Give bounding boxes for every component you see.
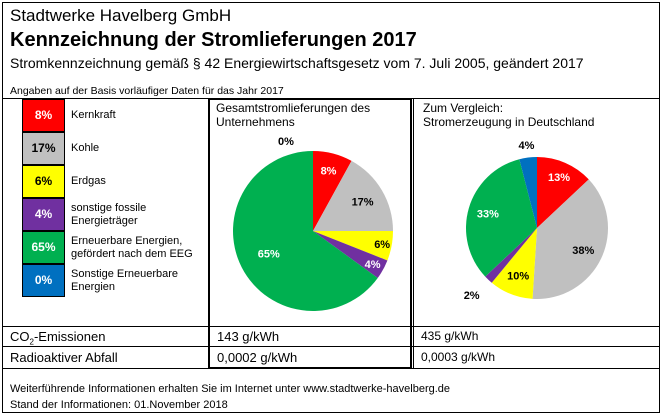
pie-data-label: 38% (572, 245, 594, 257)
title-line: Stromerzeugung in Deutschland (423, 115, 595, 129)
legend-label-sonstige-erneuerbare: Sonstige Erneuerbare Energien (71, 268, 178, 294)
germany-pie-chart: 13% 38% 10% 2% 33% 4% (464, 140, 608, 302)
pie-slice-erneuerbare-energien-gef-rdert-nach-dem-eeg (233, 151, 378, 311)
pie-slice-kohle (532, 179, 608, 299)
pie-data-label: 6% (374, 239, 390, 251)
footer-date: Stand der Informationen: 01.November 201… (10, 399, 228, 411)
waste-company-value: 0,0002 g/kWh (217, 350, 298, 365)
company-column-box (208, 98, 412, 369)
legend-label-line: Sonstige Erneuerbare (71, 268, 179, 280)
title-line: Zum Vergleich: (423, 101, 504, 115)
legend-swatch-kohle: 17% (22, 132, 65, 165)
co2-subscript: 2 (29, 337, 34, 347)
legend-label-erdgas: Erdgas (71, 175, 106, 187)
pie-data-label: 8% (321, 166, 337, 178)
pie-slice-sonstige-fossile-energietr-ger (485, 228, 537, 283)
page-title: Kennzeichnung der Stromlieferungen 2017 (10, 29, 417, 51)
divider-row-co2 (2, 326, 659, 327)
legend-swatch-sonstige-fossile: 4% (22, 198, 65, 231)
pie-slice-sonstige-fossile-energietr-ger (313, 231, 388, 279)
co2-label: CO2-Emissionen (10, 329, 105, 347)
pie-data-label: 33% (477, 209, 499, 221)
pie-data-label: 13% (548, 172, 570, 184)
pie-data-label: 2% (464, 290, 480, 302)
pie-slice-erdgas (313, 231, 393, 261)
legend-label-kernkraft: Kernkraft (71, 109, 116, 121)
pie-slice-sonstige-erneuerbare-energien (519, 157, 537, 228)
legend-label-line: Energien (71, 281, 116, 293)
pie-data-label: 10% (507, 271, 529, 283)
pie-slice-kernkraft (313, 151, 352, 231)
label-frame (2, 2, 660, 413)
legal-subtitle: Stromkennzeichnung gemäß § 42 Energiewir… (10, 55, 584, 71)
pie-data-label: 4% (365, 259, 381, 271)
legend-swatch-kernkraft: 8% (22, 99, 65, 132)
legend-swatch-erdgas: 6% (22, 165, 65, 198)
pie-data-label: 65% (258, 249, 280, 261)
pie-slice-kernkraft (537, 157, 589, 228)
germany-chart-title: Zum Vergleich: Stromerzeugung in Deutsch… (423, 101, 594, 129)
co2-prefix: CO (10, 329, 30, 344)
legend-label-line: Erneuerbare Energien, (71, 235, 183, 247)
legend-label-line: Energieträger (71, 215, 138, 227)
legend-swatch-eeg: 65% (22, 231, 65, 264)
company-pie-chart: 8% 17% 6% 4% 65% 0% (233, 136, 393, 311)
title-line: Unternehmens (216, 115, 295, 129)
pie-slice-erdgas (491, 228, 537, 299)
data-basis-note: Angaben auf der Basis vorläufiger Daten … (10, 85, 284, 97)
pie-slice-erneuerbare-energien-gef-rdert-nach-dem-eeg (466, 159, 537, 277)
legend-label-kohle: Kohle (71, 142, 100, 154)
pie-slice-kohle (313, 160, 393, 231)
legend-label-sonstige-fossile: sonstige fossile Energieträger (71, 202, 146, 228)
pie-data-label: 17% (352, 197, 374, 209)
divider-row-waste (2, 346, 659, 347)
co2-company-value: 143 g/kWh (217, 329, 280, 344)
legend-label-eeg: Erneuerbare Energien, gefördert nach dem… (71, 235, 193, 261)
legend-label-line: sonstige fossile (71, 202, 147, 214)
title-line: Gesamtstromlieferungen des (216, 101, 371, 115)
company-name: Stadtwerke Havelberg GmbH (10, 6, 232, 25)
pie-data-label: 4% (519, 140, 535, 152)
co2-suffix: -Emissionen (33, 329, 106, 344)
waste-label: Radioaktiver Abfall (10, 350, 118, 365)
footer-info: Weiterführende Informationen erhalten Si… (10, 383, 451, 395)
legend-label-line: gefördert nach dem EEG (71, 248, 193, 260)
waste-germany-value: 0,0003 g/kWh (421, 350, 496, 364)
co2-germany-value: 435 g/kWh (421, 329, 479, 343)
legend-swatch-sonstige-erneuerbare: 0% (22, 264, 65, 297)
company-chart-title: Gesamtstromlieferungen des Unternehmens (216, 101, 370, 129)
divider-col-right (413, 98, 414, 369)
pie-data-label: 0% (278, 136, 294, 148)
